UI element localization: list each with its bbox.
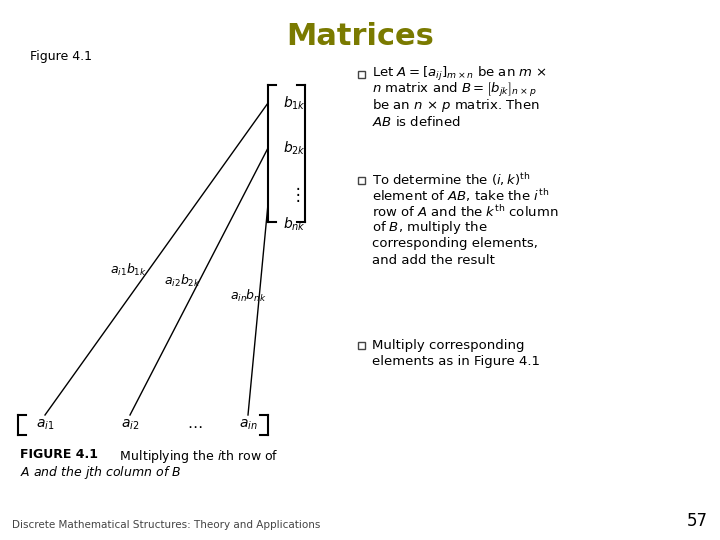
- Text: Discrete Mathematical Structures: Theory and Applications: Discrete Mathematical Structures: Theory…: [12, 520, 320, 530]
- Text: To determine the $(i, k)^{\mathrm{th}}$: To determine the $(i, k)^{\mathrm{th}}$: [372, 172, 531, 188]
- Text: $\cdots$: $\cdots$: [187, 417, 203, 433]
- Text: $a_{in}b_{nk}$: $a_{in}b_{nk}$: [230, 287, 266, 303]
- Bar: [358, 177, 365, 184]
- Text: $A$ and the $j$th column of $B$: $A$ and the $j$th column of $B$: [20, 464, 181, 481]
- Bar: [358, 71, 365, 78]
- Text: Figure 4.1: Figure 4.1: [30, 50, 92, 63]
- Text: Matrices: Matrices: [286, 22, 434, 51]
- Text: and add the result: and add the result: [372, 253, 495, 267]
- Text: $b_{nk}$: $b_{nk}$: [283, 216, 306, 233]
- Text: $a_{i2}b_{2k}$: $a_{i2}b_{2k}$: [163, 273, 201, 289]
- Text: be an $n$ × $p$ matrix. Then: be an $n$ × $p$ matrix. Then: [372, 98, 540, 114]
- Bar: [358, 341, 365, 348]
- Text: row of $A$ and the $k^{\mathrm{th}}$ column: row of $A$ and the $k^{\mathrm{th}}$ col…: [372, 204, 559, 220]
- Text: $b_{2k}$: $b_{2k}$: [283, 140, 306, 157]
- Text: Multiplying the $i$th row of: Multiplying the $i$th row of: [108, 448, 279, 465]
- Text: $a_{i1}$: $a_{i1}$: [36, 418, 54, 432]
- Text: element of $AB$, take the $i^{\mathrm{th}}$: element of $AB$, take the $i^{\mathrm{th…: [372, 187, 549, 205]
- Text: Multiply corresponding: Multiply corresponding: [372, 339, 524, 352]
- Text: corresponding elements,: corresponding elements,: [372, 238, 538, 251]
- Text: $n$ matrix and $B = \left[b_{jk}\right]_{n\times p}$: $n$ matrix and $B = \left[b_{jk}\right]_…: [372, 81, 536, 99]
- Text: $a_{i1}b_{1k}$: $a_{i1}b_{1k}$: [110, 262, 147, 278]
- Text: of $B$, multiply the: of $B$, multiply the: [372, 219, 487, 237]
- Text: $a_{i2}$: $a_{i2}$: [121, 418, 139, 432]
- Text: $AB$ is defined: $AB$ is defined: [372, 115, 461, 129]
- Text: FIGURE 4.1: FIGURE 4.1: [20, 448, 98, 461]
- Text: $b_{1k}$: $b_{1k}$: [283, 95, 306, 112]
- Text: elements as in Figure 4.1: elements as in Figure 4.1: [372, 354, 540, 368]
- Text: $a_{in}$: $a_{in}$: [238, 418, 257, 432]
- Text: 57: 57: [687, 512, 708, 530]
- Text: $\vdots$: $\vdots$: [289, 185, 300, 204]
- Text: Let $A = \left[a_{ij}\right]_{m\times n}$ be an $m$ ×: Let $A = \left[a_{ij}\right]_{m\times n}…: [372, 65, 547, 83]
